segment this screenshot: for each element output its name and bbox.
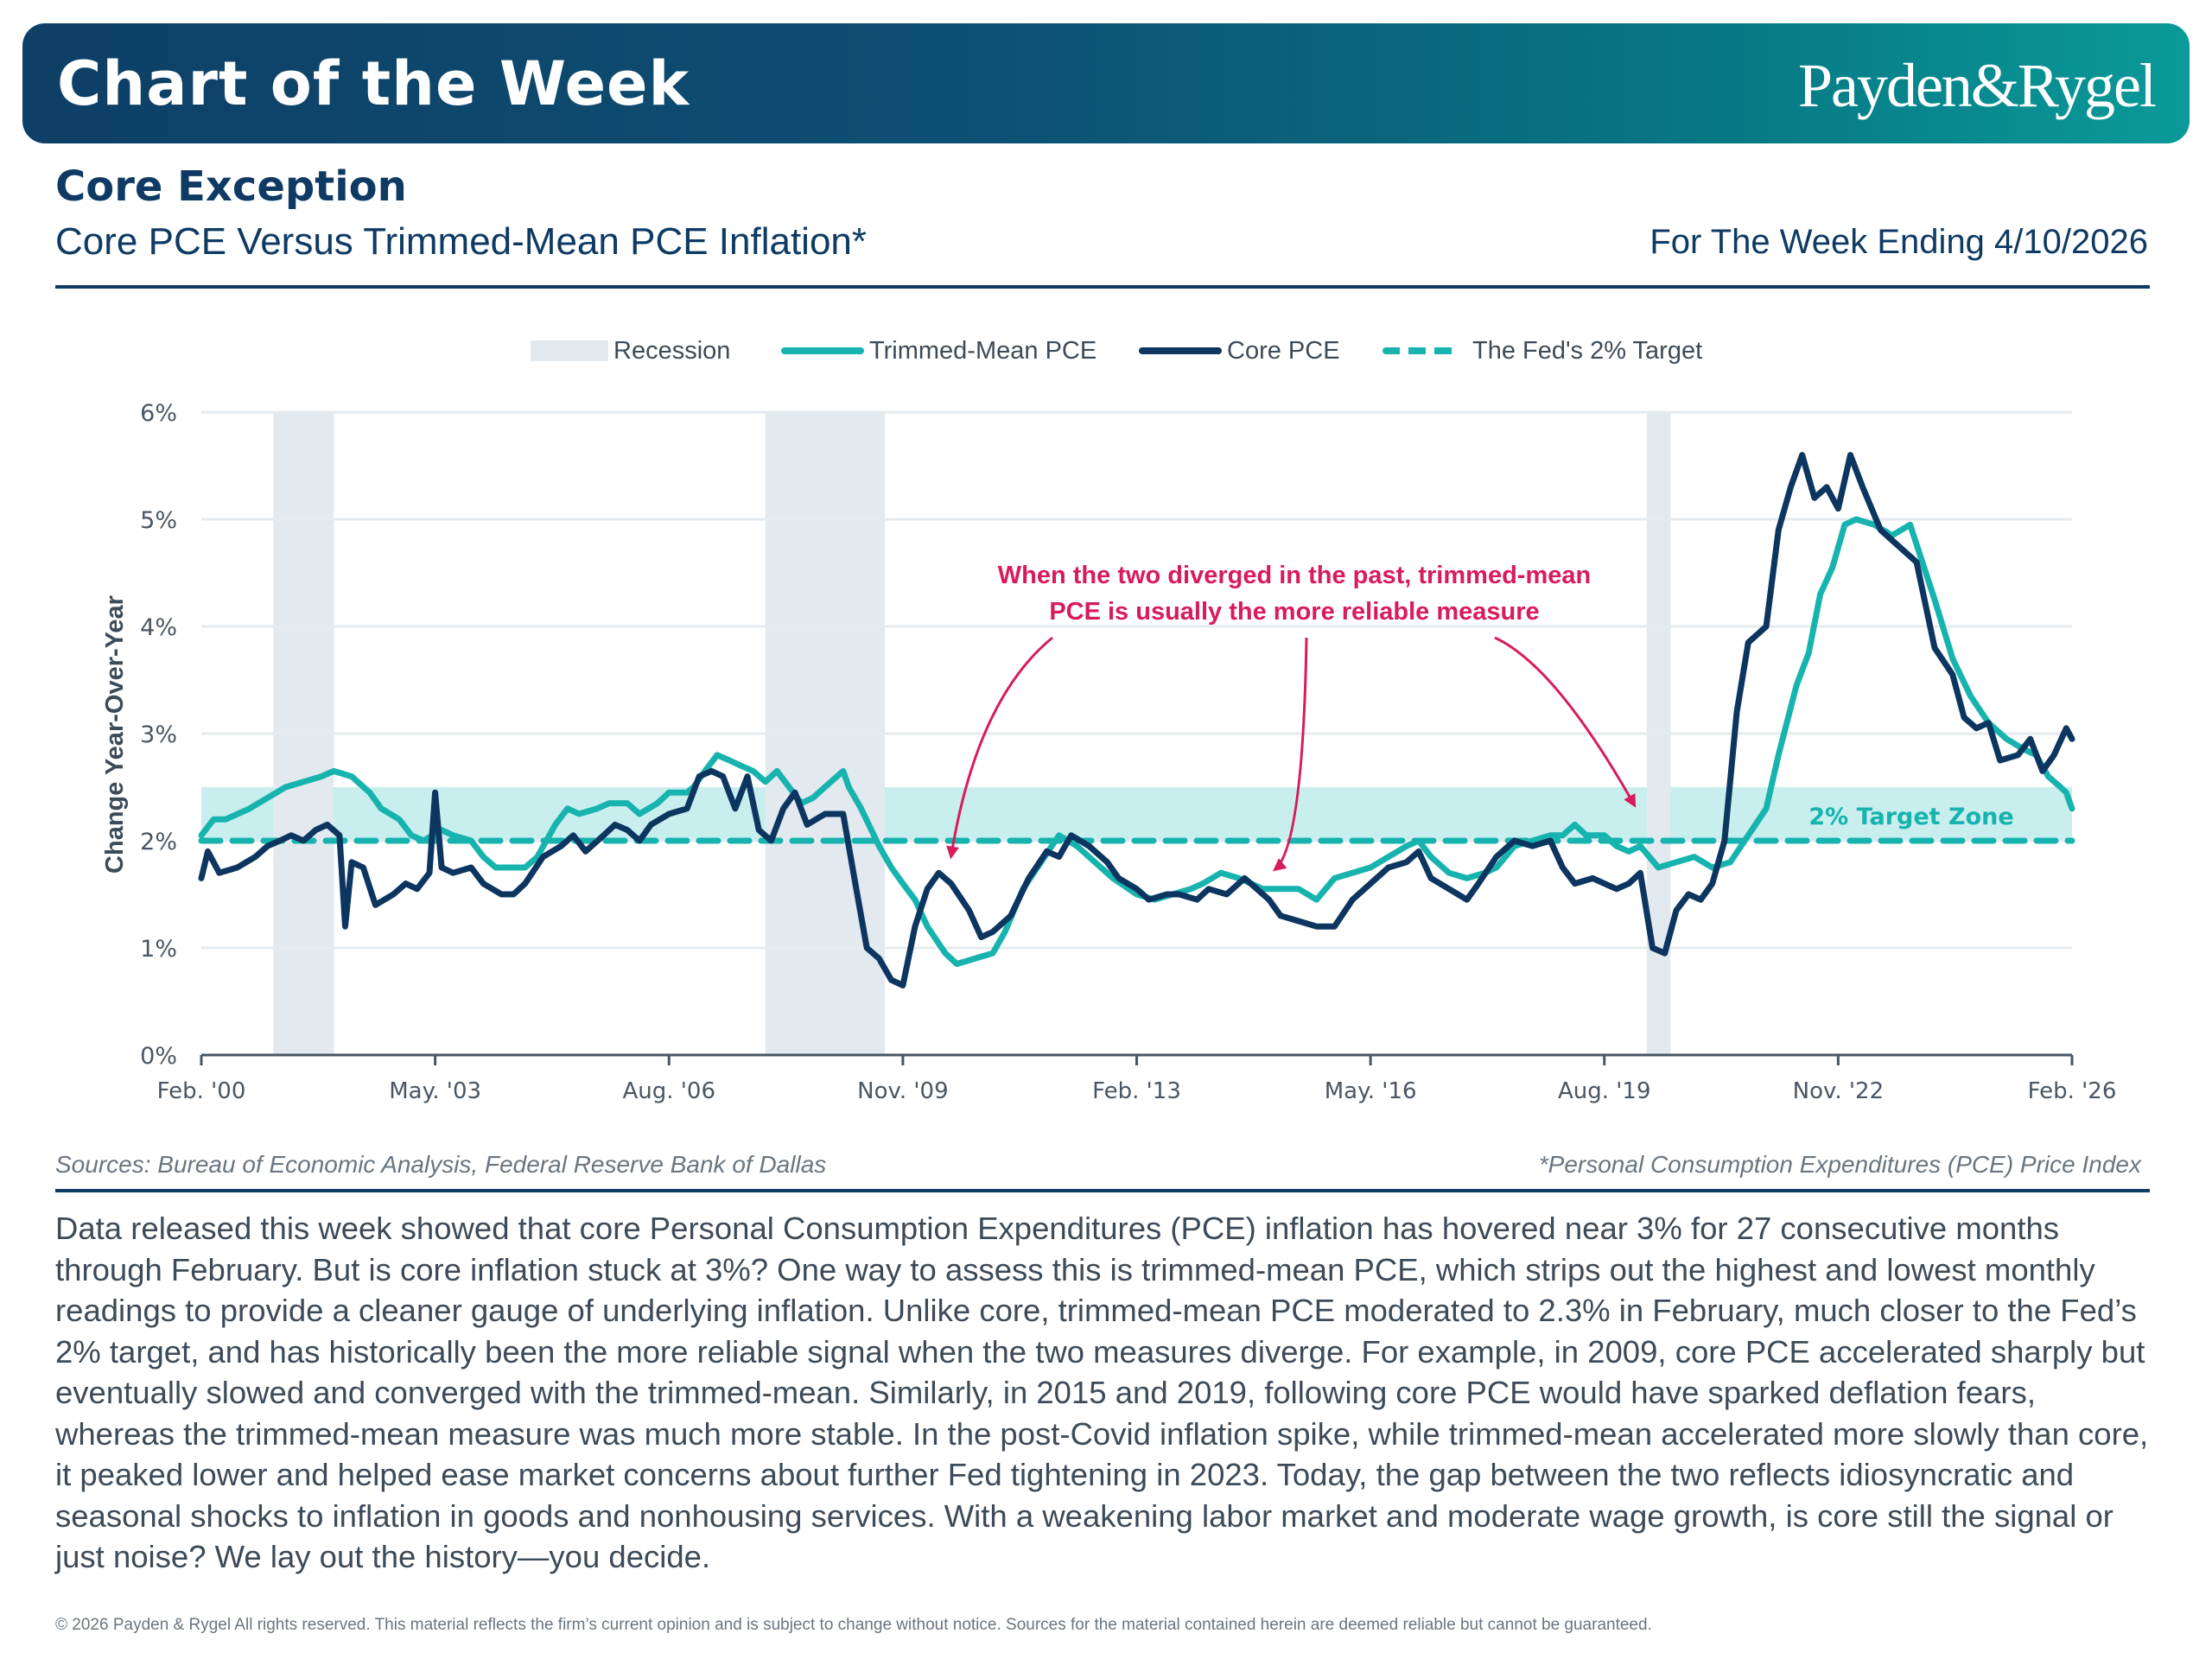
legend-label: Recession — [613, 336, 731, 365]
legend-item-fed-target: The Fed's 2% Target — [1382, 334, 1702, 368]
y-tick-label: 4% — [140, 614, 177, 641]
commentary-paragraph: Data released this week showed that core… — [55, 1211, 2149, 1574]
chart-subtitle: Core PCE Versus Trimmed-Mean PCE Inflati… — [55, 220, 868, 263]
y-tick-label: 5% — [140, 507, 177, 534]
legend-item-recession: Recession — [531, 334, 730, 368]
x-tick-label: May. '16 — [1325, 1078, 1417, 1104]
core-pce-line-icon — [1139, 347, 1222, 354]
legend-item-trimmed-mean: Trimmed-Mean PCE — [781, 334, 1096, 368]
footer-divider — [55, 1189, 2150, 1192]
target-zone-label: 2% Target Zone — [1808, 804, 2013, 830]
annotation-arrow — [946, 636, 1053, 860]
header-banner — [22, 23, 2190, 143]
copyright-disclaimer: © 2026 Payden & Rygel All rights reserve… — [55, 1616, 1652, 1634]
y-tick-label: 2% — [140, 829, 177, 855]
trimmed-mean-line — [198, 516, 2075, 968]
headline: Core Exception — [55, 162, 407, 211]
legend-label: The Fed's 2% Target — [1472, 336, 1703, 365]
target-zone-band — [201, 787, 2072, 841]
y-tick-label: 0% — [140, 1043, 177, 1070]
banner-title: Chart of the Week — [57, 48, 690, 119]
y-tick-label: 6% — [140, 400, 177, 427]
x-tick-label: Nov. '22 — [1793, 1078, 1885, 1104]
header-divider — [55, 285, 2150, 289]
week-ending: For The Week Ending 4/10/2026 — [1649, 223, 2148, 261]
x-tick-label: Nov. '09 — [857, 1078, 949, 1104]
sources-note: Sources: Bureau of Economic Analysis, Fe… — [55, 1151, 827, 1178]
pce-chart: 0% 1% 2% 3% 4% 5% 6% Feb. '00 May. '03 Aug. '06 No… — [101, 400, 2117, 1104]
dashed-line-icon — [1382, 347, 1455, 354]
annotation-line-2: PCE is usually the more reliable measure — [1049, 598, 1539, 626]
core-pce-line — [198, 452, 2075, 988]
recession-band-overlay — [1646, 787, 1671, 841]
chart-legend: Recession Trimmed-Mean PCE Core PCE The … — [0, 334, 2212, 368]
trimmed-mean-line-icon — [781, 347, 864, 354]
brand-logo: Payden&Rygel — [1797, 51, 2157, 120]
x-tick-label: Feb. '26 — [2028, 1078, 2117, 1104]
x-tick-label: Feb. '13 — [1092, 1078, 1181, 1104]
legend-item-core-pce: Core PCE — [1139, 334, 1340, 368]
recession-band-overlay — [273, 787, 334, 841]
x-tick-label: Feb. '00 — [157, 1078, 246, 1104]
legend-label: Core PCE — [1227, 336, 1340, 365]
annotation-line-1: When the two diverged in the past, trimm… — [998, 562, 1591, 589]
recession-swatch-icon — [531, 340, 608, 361]
x-tick-label: Aug. '06 — [622, 1078, 715, 1104]
y-tick-label: 1% — [140, 936, 177, 963]
legend-label: Trimmed-Mean PCE — [869, 336, 1097, 365]
x-tick-label: Aug. '19 — [1558, 1078, 1651, 1104]
footnote: *Personal Consumption Expenditures (PCE)… — [1538, 1151, 2141, 1178]
annotation-arrow — [1494, 636, 1637, 808]
y-axis-label: Change Year-Over-Year — [101, 595, 129, 874]
annotation-arrow — [1273, 637, 1308, 872]
x-tick-label: May. '03 — [389, 1078, 481, 1104]
y-tick-label: 3% — [140, 721, 177, 748]
